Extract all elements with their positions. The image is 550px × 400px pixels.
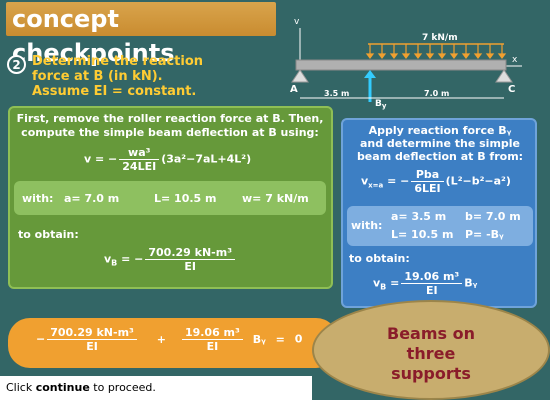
topic-badge-text: Beams on three supports [387, 324, 475, 383]
blue-l-value: L= 10.5 m [391, 228, 454, 241]
vb-result-1: vB = −700.29 kN-m³ EI [104, 246, 237, 273]
vb2-fraction: 19.06 m³ EI [401, 270, 463, 297]
page-title: concept checkpoints [6, 2, 276, 67]
roller-support-c [495, 69, 513, 83]
eq-by: Bᵧ [252, 332, 266, 346]
blue-given-values-bar: with: a= 3.5 m b= 7.0 m L= 10.5 m P= -Bᵧ [347, 206, 533, 246]
blue-a-value: a= 3.5 m [391, 210, 447, 223]
eq-lead: − [36, 332, 46, 346]
vb2-rhs: Bᵧ [464, 276, 478, 290]
blue-formula-rhs: (L²−b²−a²) [445, 174, 511, 188]
blue-formula-den: 6LEI [414, 182, 441, 195]
blue-with-label: with: [351, 219, 383, 232]
w-value: w= 7 kN/m [242, 192, 309, 205]
eq-num-1: 700.29 kN-m³ [47, 326, 137, 340]
eq-den-2: EI [206, 340, 219, 353]
vb-num: 700.29 kN-m³ [145, 246, 236, 260]
topic-badge: Beams on three supports [312, 300, 550, 400]
vb-lhs: v [104, 252, 112, 266]
vb-den: EI [184, 260, 196, 273]
compatibility-equation: −700.29 kN-m³ EI +19.06 m³ EI Bᵧ = 0 [36, 326, 302, 353]
formula-rhs: (3a²−7aL+4L²) [161, 152, 252, 166]
vb-eq: = − [117, 252, 144, 266]
label-c: C [508, 84, 515, 95]
blue-deflection-formula: vx=a = − Pba 6LEI (L²−b²−a²) [361, 168, 511, 195]
reaction-label-b: By [375, 99, 387, 110]
distributed-load-arrows [365, 44, 507, 59]
load-label: 7 kN/m [422, 33, 458, 43]
reaction-arrowhead-b [364, 70, 376, 78]
dim-left-label: 3.5 m [324, 89, 349, 98]
vb-fraction: 700.29 kN-m³ EI [145, 246, 236, 273]
green-obtain-label: to obtain: [18, 228, 79, 241]
problem-prompt: Determine the reaction force at B (in kN… [32, 54, 204, 99]
l-value: L= 10.5 m [154, 192, 217, 205]
deflection-formula: v = − wa³ 24LEI (3a²−7aL+4L²) [84, 146, 251, 173]
formula-fraction: wa³ 24LEI [119, 146, 160, 173]
blue-panel-intro: Apply reaction force Bᵧ and determine th… [356, 124, 524, 163]
eq-plus: + [156, 332, 166, 346]
footer-pre: Click [6, 381, 36, 394]
label-a: A [290, 84, 298, 95]
beam [295, 59, 507, 71]
v-axis-label: v [294, 17, 300, 27]
green-given-values-bar: with: a= 7.0 m L= 10.5 m w= 7 kN/m [14, 181, 326, 215]
green-panel-intro: First, remove the roller reaction force … [16, 112, 324, 139]
vb-result-2: vB = 19.06 m³ EI Bᵧ [373, 270, 477, 297]
blue-b-value: b= 7.0 m [465, 210, 521, 223]
blue-formula-eq: = − [383, 174, 410, 188]
vb2-lhs: v [373, 276, 381, 290]
eq-fraction-1: 700.29 kN-m³ EI [47, 326, 137, 353]
pin-support-a [291, 69, 309, 83]
eq-zero: 0 [294, 332, 303, 346]
footer-instruction: Click continue to proceed. [0, 376, 312, 400]
step-number-badge: 2 [7, 55, 26, 74]
eq-num-2: 19.06 m³ [181, 326, 243, 340]
footer-post: to proceed. [89, 381, 156, 394]
vb-sub: B [111, 258, 118, 268]
eq-equals: = [275, 332, 285, 346]
vb2-eq: = [386, 276, 400, 290]
x-axis-label: x [512, 55, 518, 65]
with-label: with: [22, 192, 54, 205]
formula-lhs: v = − [84, 152, 118, 166]
blue-obtain-label: to obtain: [349, 252, 410, 265]
dim-right-label: 7.0 m [424, 89, 449, 98]
vb2-num: 19.06 m³ [401, 270, 463, 284]
beam-diagram-svg: v x 7 kN/m A C By [290, 17, 522, 110]
blue-formula-fraction: Pba 6LEI [411, 168, 444, 195]
blue-formula-lhs: v [361, 174, 369, 188]
blue-formula-sub: x=a [368, 181, 384, 190]
vb2-sub: B [380, 282, 387, 292]
eq-den-1: EI [86, 340, 98, 353]
formula-den: 24LEI [122, 160, 157, 173]
blue-formula-num: Pba [411, 168, 444, 182]
formula-num: wa³ [119, 146, 160, 160]
eq-fraction-2: 19.06 m³ EI [181, 326, 243, 353]
a-value: a= 7.0 m [64, 192, 120, 205]
vb2-den: EI [425, 284, 438, 297]
beam-diagram: v x 7 kN/m A C By [282, 10, 550, 110]
blue-p-value: P= -Bᵧ [465, 228, 504, 241]
simple-beam-deflection-panel: First, remove the roller reaction force … [8, 106, 333, 289]
compatibility-equation-bar: −700.29 kN-m³ EI +19.06 m³ EI Bᵧ = 0 [8, 318, 338, 368]
continue-link[interactable]: continue [35, 381, 90, 394]
applied-reaction-panel: Apply reaction force Bᵧ and determine th… [341, 118, 537, 308]
